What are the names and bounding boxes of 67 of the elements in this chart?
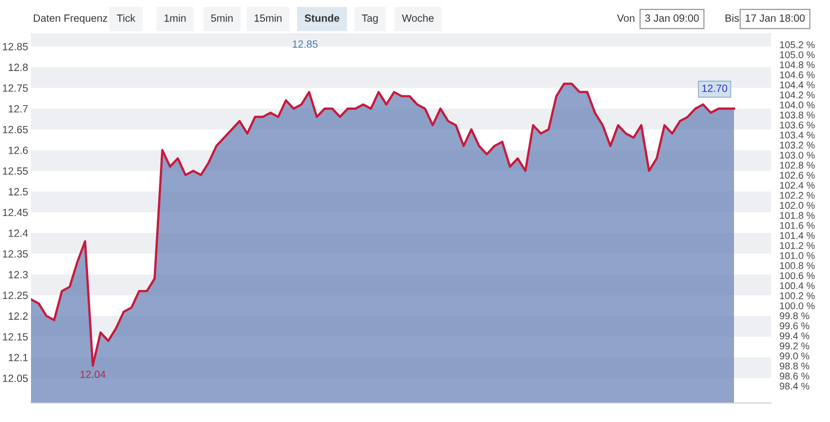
- y2-tick-label: 100.4 %: [780, 282, 815, 290]
- y-tick-label: 12.75: [2, 84, 28, 92]
- y-tick-label: 12.25: [2, 292, 28, 300]
- y2-tick-label: 102.8 %: [780, 162, 815, 169]
- y-tick-label: 12.1: [8, 354, 28, 362]
- y2-tick-label: 102.2 %: [780, 192, 815, 199]
- y2-tick-label: 104.2 %: [780, 91, 815, 98]
- y2-tick-label: 101.8 %: [780, 212, 815, 219]
- y2-tick-label: 100.2 %: [780, 292, 815, 300]
- y-tick-label: 12.6: [8, 146, 28, 154]
- y2-tick-label: 99.6 %: [780, 322, 810, 330]
- y2-tick-label: 104.0 %: [780, 102, 815, 108]
- y2-tick-label: 105.2 %: [780, 41, 815, 48]
- y2-tick-label: 103.6 %: [780, 122, 815, 128]
- y-tick-label: 12.35: [2, 250, 28, 258]
- y2-tick-label: 102.0 %: [780, 202, 815, 209]
- text: Daten Frequenz: [34, 14, 108, 24]
- y2-tick-label: 99.0 %: [780, 352, 810, 360]
- text: Stunde: [304, 14, 340, 22]
- y2-tick-label: 103.2 %: [780, 142, 815, 149]
- y-tick-label: 12.05: [2, 374, 28, 382]
- y2-tick-label: 102.4 %: [780, 182, 815, 189]
- y2-tick-label: 102.6 %: [780, 172, 815, 179]
- y2-tick-label: 104.4 %: [780, 81, 815, 88]
- y2-tick-label: 104.8 %: [780, 61, 815, 68]
- text: 5min: [211, 14, 233, 22]
- text: Tick: [116, 14, 136, 22]
- y-tick-label: 12.15: [2, 333, 28, 341]
- y2-tick-label: 104.6 %: [780, 71, 815, 78]
- y2-tick-label: 98.6 %: [780, 372, 810, 380]
- y-tick-label: 12.8: [8, 64, 28, 72]
- y-tick-label: 12.85: [2, 42, 28, 50]
- y2-tick-label: 98.8 %: [780, 362, 810, 370]
- y2-tick-label: 103.0 %: [780, 152, 815, 159]
- y2-tick-label: 103.4 %: [780, 132, 815, 139]
- y-tick-label: 12.65: [2, 126, 28, 134]
- y-tick-label: 12.7: [8, 105, 28, 112]
- y2-tick-label: 101.2 %: [780, 242, 815, 249]
- y-tick-label: 12.55: [2, 167, 28, 175]
- y2-tick-label: 99.4 %: [780, 332, 810, 340]
- y-tick-label: 12.45: [2, 208, 28, 216]
- y2-tick-label: 101.0 %: [780, 252, 815, 260]
- text: 1min: [164, 14, 186, 22]
- text: Von: [617, 14, 634, 22]
- y2-tick-label: 100.8 %: [780, 262, 815, 270]
- y2-tick-label: 99.2 %: [780, 342, 810, 350]
- y2-tick-label: 98.4 %: [780, 382, 810, 390]
- y2-tick-label: 99.8 %: [780, 312, 810, 320]
- text: 3 Jan 09:00: [645, 14, 699, 22]
- text: Woche: [402, 14, 434, 22]
- y-tick-label: 12.3: [8, 270, 28, 278]
- y2-tick-label: 100.0 %: [780, 302, 815, 310]
- y-tick-label: 12.5: [8, 188, 28, 196]
- text: 17 Jan 18:00: [746, 14, 805, 22]
- y2-tick-label: 100.6 %: [780, 272, 815, 280]
- annotation: 12.85: [292, 40, 318, 48]
- y2-tick-label: 103.8 %: [780, 112, 815, 118]
- annotation: 12.04: [80, 370, 106, 378]
- y-tick-label: 12.4: [8, 230, 28, 237]
- text: Bis: [726, 14, 739, 22]
- annotation: 12.70: [702, 84, 728, 92]
- text: 15min: [254, 14, 282, 22]
- y2-tick-label: 101.4 %: [780, 232, 815, 239]
- y2-tick-label: 101.6 %: [780, 222, 815, 229]
- y2-tick-label: 105.0 %: [780, 51, 815, 58]
- y-tick-label: 12.2: [8, 312, 28, 320]
- text: Tag: [362, 14, 378, 24]
